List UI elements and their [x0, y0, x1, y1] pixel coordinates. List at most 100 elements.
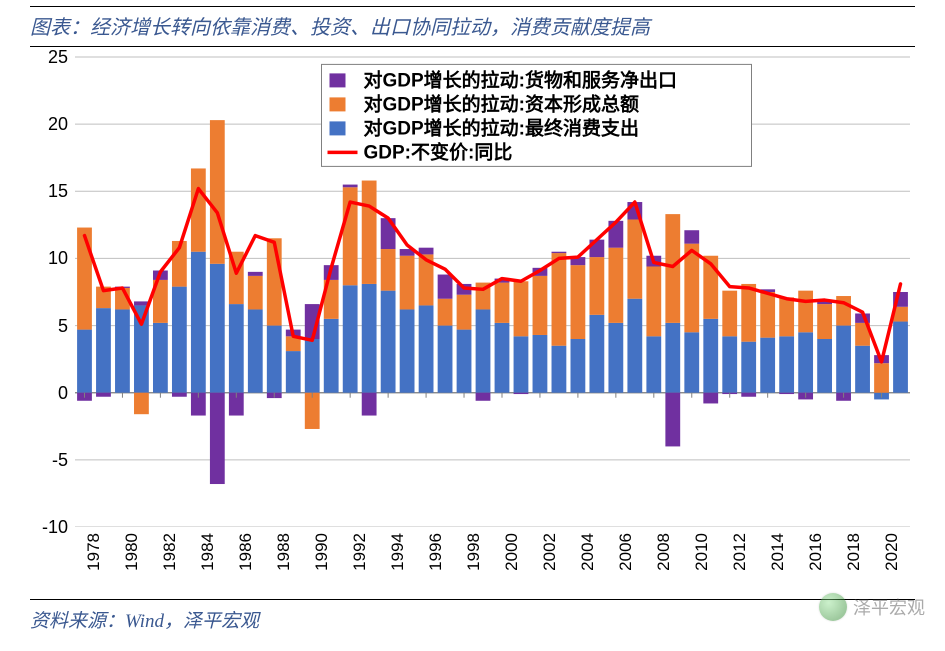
x-tick-label: 1980: [122, 533, 142, 583]
legend-swatch: [330, 97, 346, 111]
bar-consumption: [570, 339, 585, 393]
bar-consumption: [305, 339, 320, 393]
bar-consumption: [665, 323, 680, 393]
bar-capital: [570, 265, 585, 339]
bar-net-export: [343, 185, 358, 188]
bar-capital: [267, 238, 282, 325]
bar-consumption: [172, 287, 187, 393]
legend-swatch: [330, 121, 346, 135]
bar-capital: [514, 281, 529, 336]
bar-consumption: [608, 323, 623, 393]
x-tick-label: 2012: [730, 533, 750, 583]
bar-consumption: [457, 330, 472, 393]
bar-net-export: [703, 393, 718, 404]
bar-consumption: [134, 305, 149, 392]
bar-net-export: [438, 275, 453, 299]
bar-net-export: [741, 393, 756, 397]
y-tick-label: 10: [0, 248, 68, 269]
y-tick-label: -10: [0, 517, 68, 538]
bar-consumption: [267, 326, 282, 393]
bar-capital: [533, 276, 548, 335]
bar-consumption: [153, 323, 168, 393]
x-tick-label: 2020: [882, 533, 902, 583]
x-tick-label: 2014: [768, 533, 788, 583]
bar-capital: [760, 292, 775, 338]
x-tick-label: 2002: [540, 533, 560, 583]
legend-label: 对GDP增长的拉动:货物和服务净出口: [364, 68, 678, 91]
x-tick-label: 2000: [502, 533, 522, 583]
bar-consumption: [495, 323, 510, 393]
bar-capital: [665, 214, 680, 323]
y-tick-label: 5: [0, 316, 68, 337]
legend-label: 对GDP增长的拉动:资本形成总额: [364, 92, 640, 115]
bar-capital: [457, 295, 472, 330]
bar-net-export: [779, 393, 794, 394]
bar-consumption: [115, 309, 130, 392]
x-tick-label: 2016: [806, 533, 826, 583]
bar-consumption: [248, 309, 263, 392]
x-tick-label: 1986: [236, 533, 256, 583]
gdp-line: [84, 189, 900, 362]
y-tick-label: 20: [0, 114, 68, 135]
bar-consumption: [191, 252, 206, 393]
bar-capital: [741, 284, 756, 342]
bar-consumption: [229, 304, 244, 393]
bar-consumption: [627, 299, 642, 393]
bar-capital: [722, 291, 737, 337]
x-tick-label: 1984: [198, 533, 218, 583]
bar-consumption: [324, 319, 339, 393]
bar-net-export: [552, 252, 567, 253]
bar-capital: [874, 363, 889, 393]
bar-capital: [817, 304, 832, 339]
x-tick-label: 1990: [312, 533, 332, 583]
source-text: 资料来源：Wind，泽平宏观: [30, 599, 915, 633]
bar-consumption: [400, 309, 415, 392]
x-tick-label: 1982: [160, 533, 180, 583]
bar-consumption: [552, 346, 567, 393]
bar-capital: [134, 393, 149, 414]
y-tick-label: 15: [0, 181, 68, 202]
bar-consumption: [893, 322, 908, 393]
bar-consumption: [438, 326, 453, 393]
plot-area: 对GDP增长的拉动:货物和服务净出口对GDP增长的拉动:资本形成总额对GDP增长…: [75, 52, 915, 527]
bar-consumption: [779, 336, 794, 392]
watermark-text: 泽平宏观: [853, 594, 925, 620]
bar-consumption: [343, 285, 358, 392]
bar-capital: [798, 291, 813, 333]
bar-consumption: [760, 338, 775, 393]
x-tick-label: 2010: [692, 533, 712, 583]
legend-label: 对GDP增长的拉动:最终消费支出: [364, 116, 640, 139]
y-tick-label: 0: [0, 383, 68, 404]
bar-consumption: [381, 291, 396, 393]
bar-consumption: [741, 342, 756, 393]
bar-capital: [552, 253, 567, 346]
x-tick-label: 2008: [654, 533, 674, 583]
bar-capital: [627, 219, 642, 298]
bar-consumption: [362, 284, 377, 393]
y-tick-label: 25: [0, 47, 68, 68]
bar-capital: [210, 120, 225, 264]
x-tick-label: 2018: [844, 533, 864, 583]
bar-net-export: [96, 393, 111, 397]
bar-net-export: [362, 393, 377, 416]
bar-consumption: [96, 308, 111, 393]
watermark: 泽平宏观: [819, 593, 925, 621]
bar-net-export: [476, 393, 491, 401]
bar-consumption: [533, 335, 548, 393]
bar-consumption: [817, 339, 832, 393]
bar-net-export: [248, 272, 263, 276]
bar-capital: [400, 256, 415, 310]
bar-net-export: [514, 393, 529, 394]
bar-capital: [779, 297, 794, 336]
legend-swatch: [330, 73, 346, 87]
bar-consumption: [855, 346, 870, 393]
bar-capital: [438, 299, 453, 326]
bar-net-export: [419, 248, 434, 255]
bar-capital: [248, 276, 263, 310]
bar-consumption: [589, 315, 604, 393]
bar-net-export: [665, 393, 680, 447]
x-tick-label: 1978: [84, 533, 104, 583]
legend-label: GDP:不变价:同比: [364, 140, 513, 163]
bar-consumption: [514, 336, 529, 392]
bar-net-export: [684, 230, 699, 243]
